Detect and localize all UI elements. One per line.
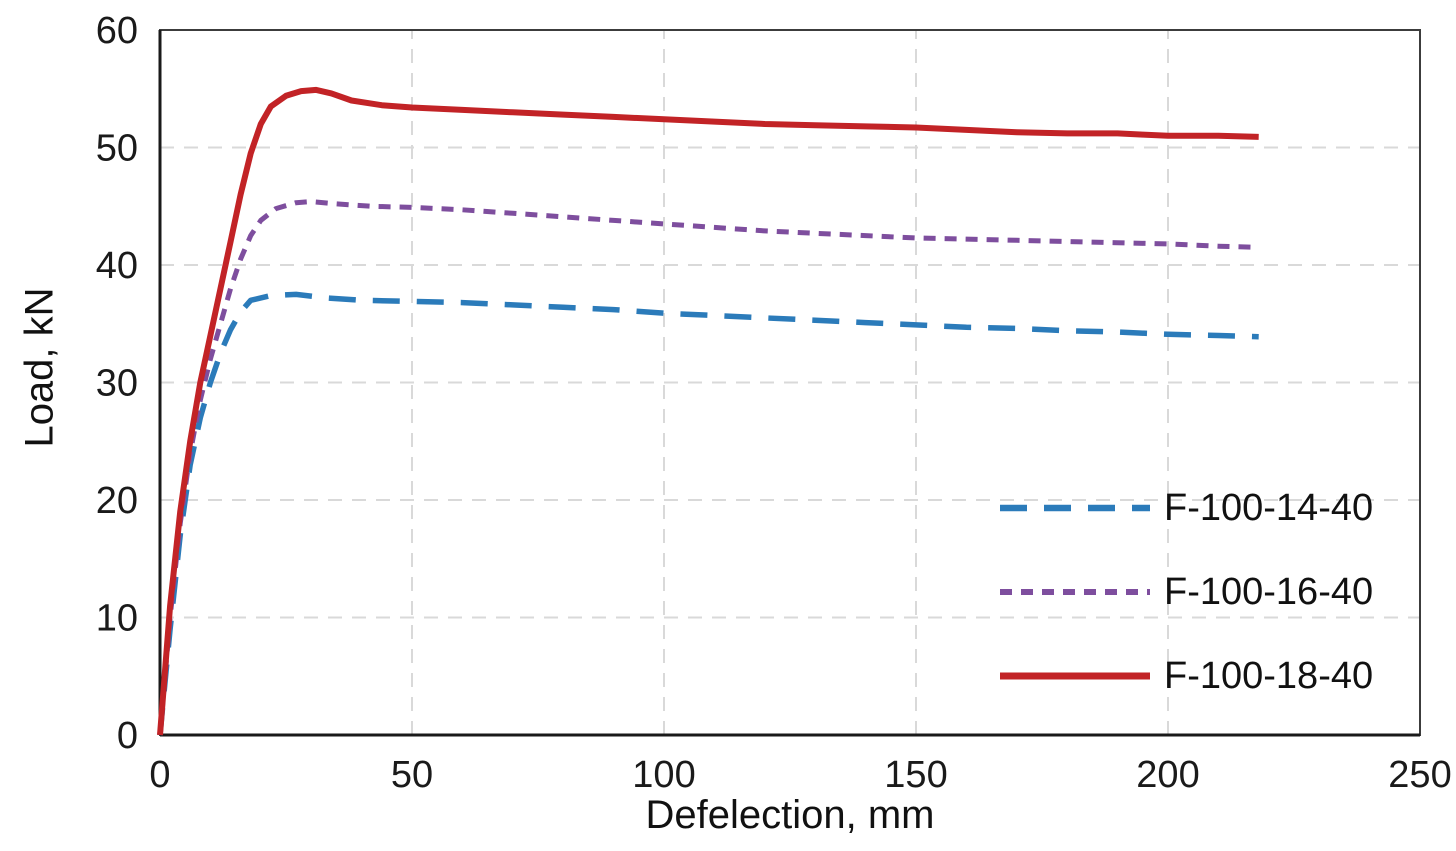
y-tick-label: 30 [96, 363, 138, 405]
legend-label: F-100-18-40 [1164, 654, 1374, 697]
legend: F-100-14-40 F-100-16-40 F-100-18-40 [1000, 480, 1373, 704]
legend-entry-f-100-16-40: F-100-16-40 [1000, 564, 1373, 620]
y-axis-title: Load, kN [17, 287, 62, 448]
series-line-F-100-18-40 [157, 86, 1259, 736]
y-tick-label: 0 [117, 715, 138, 757]
legend-line-sample-blue-dashed [1000, 504, 1150, 512]
y-tick-label: 20 [96, 480, 138, 522]
legend-label: F-100-16-40 [1164, 570, 1374, 613]
x-tick-label: 0 [149, 754, 170, 796]
legend-line-sample-red-solid [1000, 672, 1150, 680]
x-tick-label: 200 [1136, 754, 1199, 796]
legend-entry-f-100-14-40: F-100-14-40 [1000, 480, 1373, 536]
x-tick-label: 100 [632, 754, 695, 796]
x-tick-label: 50 [391, 754, 433, 796]
legend-line-sample-purple-dashed [1000, 589, 1150, 595]
x-tick-label: 150 [884, 754, 947, 796]
y-tick-label: 50 [96, 128, 138, 170]
y-tick-label: 40 [96, 245, 138, 287]
series-line-F-100-14-40 [157, 291, 1259, 736]
y-axis-title-wrap: Load, kN [0, 0, 80, 735]
x-axis-title: Defelection, mm [645, 793, 935, 837]
y-tick-label: 60 [96, 10, 138, 52]
legend-entry-f-100-18-40: F-100-18-40 [1000, 648, 1373, 704]
legend-label: F-100-14-40 [1164, 486, 1374, 529]
y-tick-label: 10 [96, 598, 138, 640]
x-tick-label: 250 [1388, 754, 1451, 796]
series-line-F-100-16-40 [157, 199, 1259, 736]
